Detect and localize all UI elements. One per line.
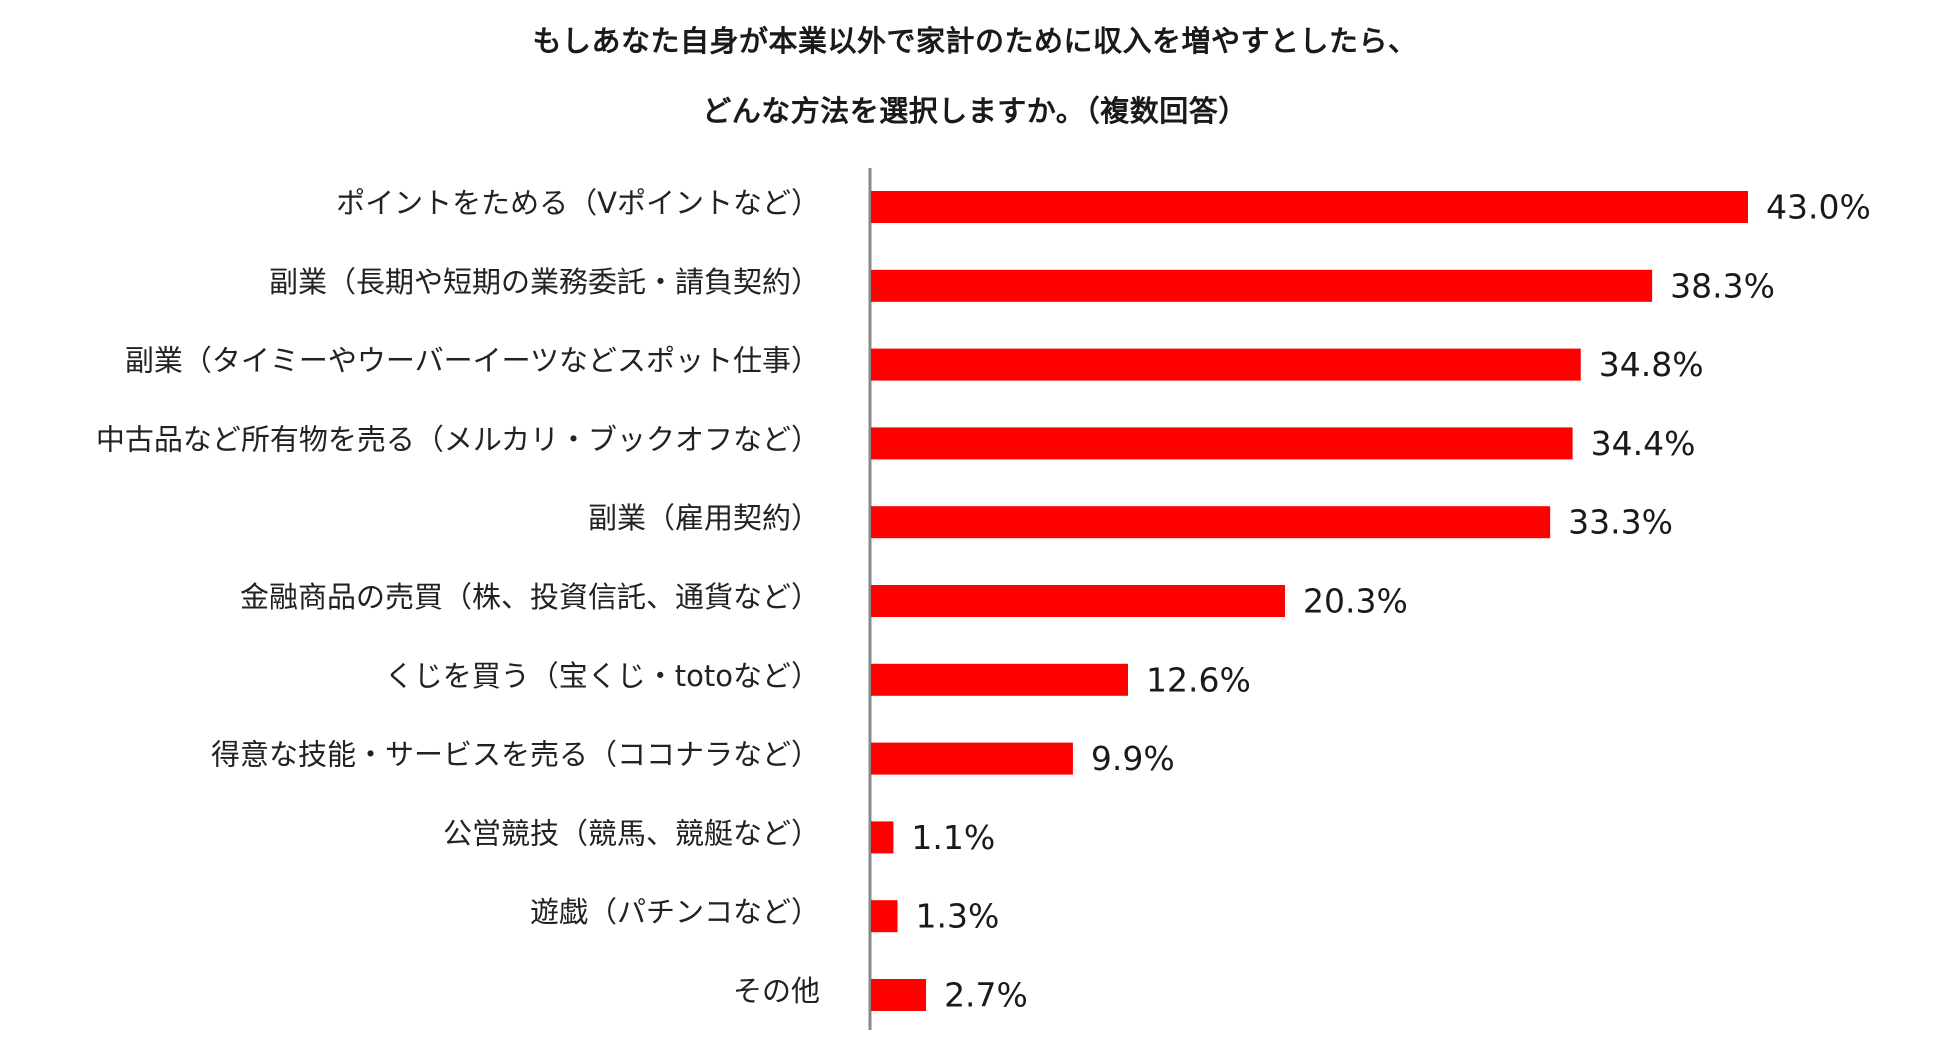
value-label: 20.3% [1303,582,1408,621]
bar [871,821,894,854]
value-label: 1.3% [916,897,1000,936]
value-label: 38.3% [1670,266,1775,305]
category-label: 金融商品の売買（株、投資信託、通貨など） [240,580,820,614]
category-label: 中古品など所有物を売る（メルカリ・ブックオフなど） [96,422,820,456]
category-label: その他 [733,974,820,1008]
bars-layer: ポイントをためる（Vポイントなど） 43.0% 副業（長期や短期の業務委託・請負契約… [96,186,1871,1015]
value-label: 33.3% [1568,503,1673,542]
category-label: 公営競技（競馬、競艇など） [443,816,820,850]
category-label: 副業（雇用契約） [588,501,820,535]
value-label: 9.9% [1091,739,1175,778]
category-label: くじを買う（宝くじ・totoなど） [385,659,820,693]
bar [871,663,1128,696]
value-label: 1.1% [911,818,995,857]
category-label: 副業（タイミーやウーバーイーツなどスポット仕事） [125,344,820,378]
bar [871,269,1653,302]
bar [871,348,1581,381]
value-label: 34.4% [1591,424,1696,463]
chart-title-line-2: どんな方法を選択しますか。（複数回答） [702,94,1248,128]
category-label: 遊戯（パチンコなど） [530,895,820,929]
bar [871,427,1573,460]
chart-title-line-1: もしあなた自身が本業以外で家計のために収入を増やすとしたら、 [532,24,1418,58]
bar [871,979,927,1011]
bar [871,191,1748,223]
value-label: 34.8% [1599,345,1704,384]
bar [871,900,898,933]
category-label: 副業（長期や短期の業務委託・請負契約） [269,265,820,299]
category-label: 得意な技能・サービスを売る（ココナラなど） [211,738,820,772]
value-label: 2.7% [944,976,1028,1015]
value-label: 12.6% [1146,660,1251,699]
bar [871,742,1073,775]
category-label: ポイントをためる（Vポイントなど） [336,186,820,220]
value-label: 43.0% [1766,188,1871,227]
bar [871,585,1286,617]
bar [871,506,1551,539]
